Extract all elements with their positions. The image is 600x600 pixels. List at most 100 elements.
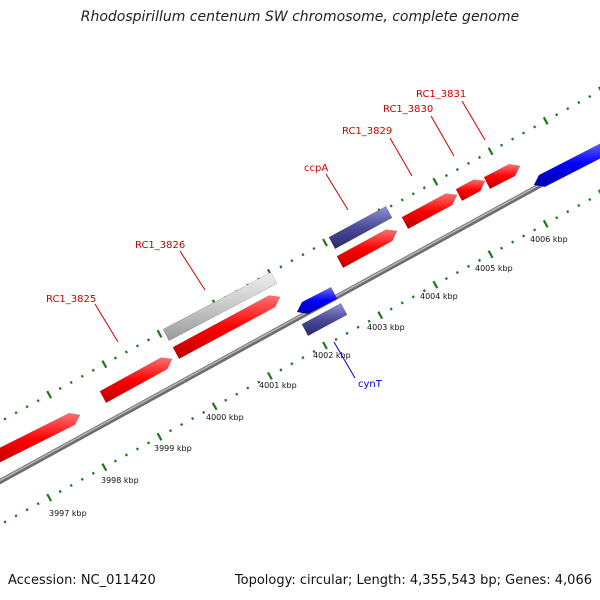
gene-labels: RC1_3825 RC1_3826 ccpA RC1_3829 RC1_3830 RC1_… [46,89,486,390]
tick-minor [511,137,515,141]
tick-minor [290,362,294,366]
tick-minor [422,289,426,293]
gene-features [0,140,600,466]
gene-label[interactable]: RC1_3831 [416,89,466,100]
tick-minor [202,410,206,415]
gene-rc1-3825[interactable] [99,357,173,404]
gene-label[interactable]: ccpA [304,163,328,174]
scale-label: 3999 kbp [154,444,192,453]
tick-minor [389,307,393,311]
tick-major [156,329,163,338]
gene-label[interactable]: cynT [358,379,383,390]
tick-minor [25,405,29,409]
gene-label-leader [179,250,206,291]
tick-minor [124,453,128,457]
tick-minor [400,198,404,202]
tick-minor [80,374,84,378]
gene-cynT-dark[interactable] [301,302,348,337]
tick-minor [36,399,40,403]
tick-major [432,177,439,186]
gene-label[interactable]: RC1_3830 [383,104,433,115]
tick-minor [290,259,294,263]
tick-minor [500,143,504,147]
gene-rc1-3826[interactable] [172,295,281,360]
scale-label: 4003 kbp [367,323,405,332]
gene-rc1-3830[interactable] [455,179,486,202]
tick-minor [345,331,349,335]
tick-minor [91,368,95,372]
tick-minor [169,429,173,433]
tick-minor [135,447,139,451]
upper-tick-track [3,86,600,421]
gene-rc1-3832[interactable] [533,140,600,187]
tick-minor [3,520,7,524]
tick-minor [36,502,40,506]
tick-minor [455,167,459,172]
tick-minor [566,210,570,214]
tick-minor [301,253,305,257]
tick-minor [577,100,581,105]
tick-minor [58,386,62,391]
tick-minor [113,459,117,463]
tick-minor [400,301,404,305]
chromosome-backbone-highlight [0,150,600,482]
chromosome-backbone [0,149,600,485]
tick-minor [555,216,559,220]
tick-minor [455,270,459,275]
tick-minor [477,155,482,159]
tick-major [542,116,549,125]
tick-major [46,493,53,502]
tick-major [156,432,163,441]
gene-cynT-blue[interactable] [296,286,338,314]
tick-minor [533,125,537,129]
tick-minor [477,258,482,262]
tick-minor [301,356,305,360]
tick-minor [533,228,537,232]
scale-label: 4000 kbp [206,413,244,422]
tick-major [46,390,53,399]
tick-minor [146,441,151,445]
tick-minor [14,514,18,518]
gene-rc1-3824[interactable] [0,412,81,466]
tick-minor [511,240,515,244]
tick-minor [389,204,393,208]
tick-minor [555,113,559,117]
tick-minor [91,471,95,475]
tick-minor [312,246,316,251]
tick-minor [279,265,283,269]
tick-minor [14,411,18,415]
gene-label-leader [430,115,455,157]
tick-minor [257,380,261,384]
tick-major [211,402,218,411]
tick-minor [577,203,581,208]
tick-minor [180,422,184,427]
scale-label: 4004 kbp [420,292,458,301]
gene-rc1-3826-grey[interactable] [162,271,278,342]
tick-minor [279,368,283,372]
tick-minor [367,319,371,323]
scale-label: 3998 kbp [101,476,139,485]
tick-minor [500,246,504,250]
gene-label[interactable]: RC1_3825 [46,294,96,305]
tick-major [101,360,108,369]
tick-minor [334,337,338,342]
gene-rc1-3829[interactable] [401,193,458,230]
tick-minor [235,392,239,396]
gene-label-leader [325,173,349,211]
tick-major [432,280,439,289]
tick-minor [58,489,62,494]
gene-rc1-3831[interactable] [483,164,521,190]
tick-minor [522,234,526,238]
tick-minor [411,192,415,196]
tick-minor [566,107,570,111]
gene-label[interactable]: RC1_3826 [135,240,185,251]
gene-label[interactable]: RC1_3829 [342,126,392,137]
tick-minor [522,131,526,135]
tick-minor [113,356,117,360]
gene-ccpA-dark[interactable] [328,205,393,250]
gene-ccpA[interactable] [336,229,398,269]
tick-minor [80,477,84,481]
lower-tick-track [3,189,600,524]
tick-major [322,238,328,247]
